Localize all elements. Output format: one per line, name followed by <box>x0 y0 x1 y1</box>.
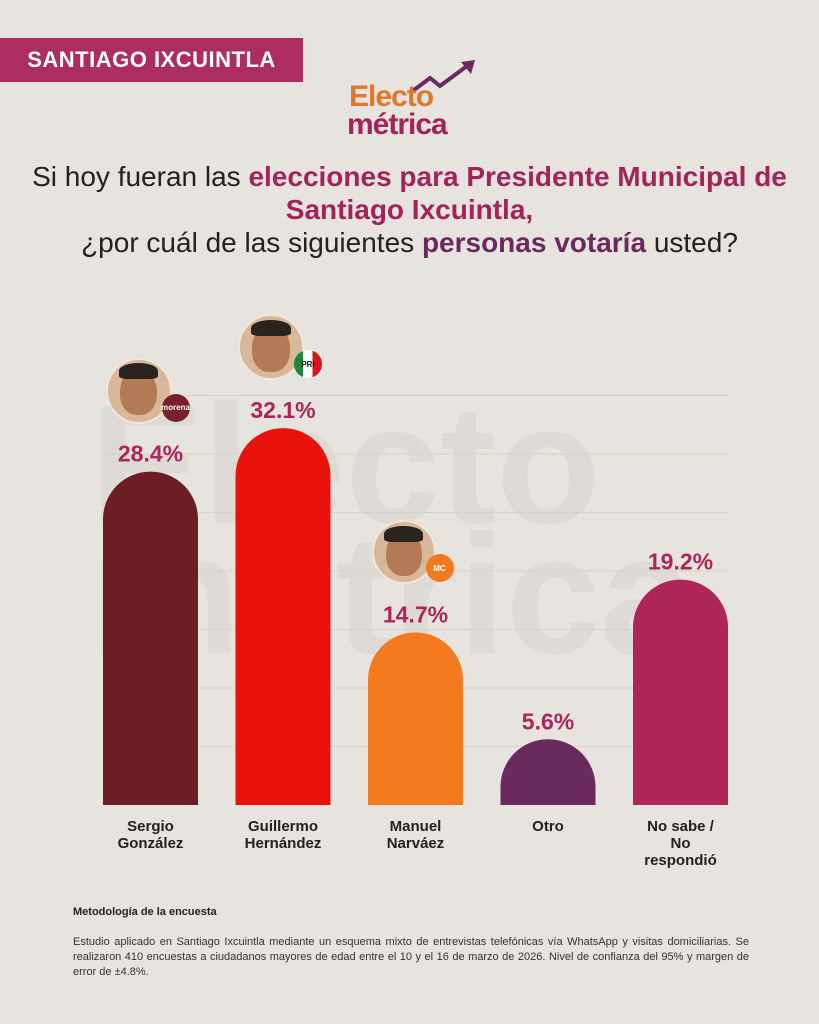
x-tick-label: Guillermo Hernández <box>244 818 322 852</box>
data-label: 19.2% <box>648 549 713 575</box>
methodology-title: Metodología de la encuesta <box>73 906 217 918</box>
bar-1 <box>235 428 331 805</box>
data-label: 14.7% <box>383 601 448 627</box>
trend-arrow-icon <box>408 60 475 95</box>
x-tick-label: Sergio González <box>117 818 184 852</box>
bar-4 <box>633 579 728 805</box>
x-tick-label: Otro <box>532 818 564 835</box>
bar-3 <box>500 739 596 805</box>
methodology-text: Estudio aplicado en Santiago Ixcuintla m… <box>73 936 749 978</box>
data-label: 28.4% <box>118 441 183 467</box>
candidate-photo <box>371 520 436 585</box>
location-tag: SANTIAGO IXCUINTLA <box>0 38 303 82</box>
survey-question: Si hoy fueran las elecciones para Presid… <box>32 161 787 258</box>
x-tick-label: No sabe / No respondió <box>644 818 717 869</box>
candidate-photo <box>238 314 304 381</box>
data-label: 5.6% <box>522 708 574 734</box>
electometrica-logo: Electo métrica <box>345 58 485 144</box>
party-logo-mc: MC <box>425 554 454 583</box>
party-logo-morena: morena <box>161 393 190 422</box>
data-label: 32.1% <box>250 397 315 423</box>
candidate-photo <box>105 357 172 424</box>
bar-0 <box>103 471 198 805</box>
x-tick-label: Manuel Narváez <box>386 818 445 852</box>
bar-2 <box>368 632 464 805</box>
party-logo-pri: PRI <box>294 350 322 379</box>
